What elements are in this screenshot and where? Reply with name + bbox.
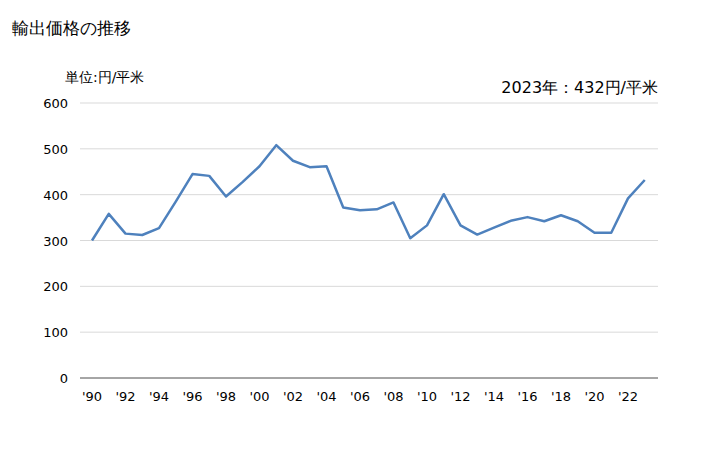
y-tick-label: 400	[43, 188, 68, 203]
x-tick-label: '22	[618, 389, 638, 404]
y-tick-label: 0	[60, 371, 68, 386]
title: 輸出価格の推移	[12, 18, 131, 38]
x-axis-line	[80, 378, 658, 379]
grid-line	[80, 286, 658, 287]
x-tick-label: '02	[283, 389, 303, 404]
grid-line	[80, 240, 658, 241]
x-tick-label: '20	[584, 389, 604, 404]
annotation: 2023年：432円/平米	[501, 78, 658, 97]
grid-line	[80, 148, 658, 149]
x-tick-label: '96	[182, 389, 202, 404]
x-tick-label: '14	[484, 389, 504, 404]
y-tick-label: 100	[43, 325, 68, 340]
grid-line	[80, 103, 658, 104]
y-axis-label: 単位:円/平米	[65, 69, 144, 85]
x-tick-label: '92	[115, 389, 135, 404]
plot-area	[92, 145, 645, 240]
x-tick-label: '18	[551, 389, 571, 404]
y-tick-label: 300	[43, 234, 68, 249]
x-tick-label: '16	[517, 389, 537, 404]
x-tick-label: '94	[149, 389, 169, 404]
x-tick-label: '90	[82, 389, 102, 404]
y-tick-label: 500	[43, 142, 68, 157]
x-tick-label: '00	[249, 389, 269, 404]
x-tick-label: '98	[216, 389, 236, 404]
grid-line	[80, 332, 658, 333]
y-tick-label: 600	[43, 96, 68, 111]
grid-line	[80, 194, 658, 195]
x-tick-label: '08	[383, 389, 403, 404]
x-tick-label: '10	[417, 389, 437, 404]
grid-line	[80, 378, 658, 379]
x-tick-label: '04	[316, 389, 336, 404]
chart: 輸出価格の推移単位:円/平米 2023年：432円/平米 0 100 200 300 400…	[0, 0, 728, 450]
x-tick-label: '06	[350, 389, 370, 404]
series-line	[92, 145, 645, 240]
y-tick-label: 200	[43, 279, 68, 294]
x-tick-label: '12	[450, 389, 470, 404]
